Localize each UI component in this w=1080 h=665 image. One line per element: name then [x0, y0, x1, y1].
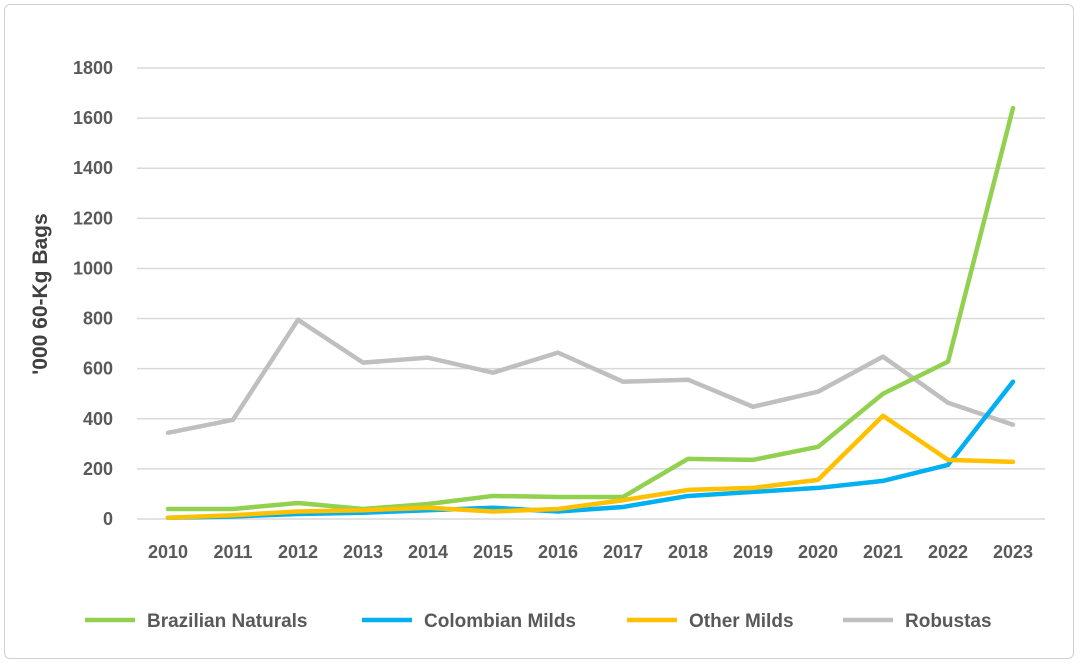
y-tick-label: 600: [83, 359, 113, 379]
legend-label: Robustas: [905, 611, 992, 632]
x-tick-label: 2015: [473, 542, 513, 562]
y-tick-label: 800: [83, 309, 113, 329]
y-tick-label: 1600: [73, 108, 113, 128]
legend: Brazilian Naturals Colombian Milds Other M…: [85, 611, 992, 632]
y-tick-label: 400: [83, 409, 113, 429]
x-tick-label: 2018: [668, 542, 708, 562]
series-line-robustas: [165, 317, 1016, 436]
y-axis-label: '000 60-Kg Bags: [29, 213, 52, 374]
legend-item[interactable]: Other Milds: [627, 611, 794, 632]
x-tick-label: 2012: [278, 542, 318, 562]
y-axis-ticks: 0 200 400 600 800 1000 1200 1400 1600 1800: [73, 58, 113, 529]
x-tick-label: 2010: [148, 542, 188, 562]
x-tick-label: 2022: [928, 542, 968, 562]
legend-item[interactable]: Robustas: [843, 611, 992, 632]
legend-item[interactable]: Colombian Milds: [362, 611, 576, 632]
chart-frame: [4, 4, 1074, 659]
x-axis-ticks: 2010 2011 2012 2013 2014 2015 2016 2017 2018 2019…: [148, 542, 1033, 562]
gridlines: [137, 67, 1045, 520]
x-tick-label: 2023: [993, 542, 1033, 562]
y-tick-label: 1800: [73, 58, 113, 78]
series-line-other-milds: [165, 413, 1016, 520]
x-tick-label: 2019: [733, 542, 773, 562]
x-tick-label: 2011: [213, 542, 252, 562]
y-tick-label: 1200: [73, 208, 113, 228]
y-tick-label: 1000: [73, 258, 113, 278]
series-line-colombian-milds: [165, 379, 1016, 520]
x-tick-label: 2016: [538, 542, 578, 562]
x-tick-label: 2021: [863, 542, 903, 562]
y-tick-label: 200: [83, 459, 113, 479]
legend-label: Colombian Milds: [424, 611, 576, 632]
y-tick-label: 1400: [73, 158, 113, 178]
y-tick-label: 0: [103, 509, 113, 529]
legend-item[interactable]: Brazilian Naturals: [85, 611, 308, 632]
x-tick-label: 2013: [343, 542, 383, 562]
x-tick-label: 2014: [408, 542, 448, 562]
x-tick-label: 2020: [798, 542, 838, 562]
series-lines: [165, 105, 1016, 520]
legend-label: Brazilian Naturals: [147, 611, 308, 632]
x-tick-label: 2017: [603, 542, 643, 562]
series-line-brazilian-naturals: [165, 105, 1016, 512]
legend-label: Other Milds: [689, 611, 794, 632]
